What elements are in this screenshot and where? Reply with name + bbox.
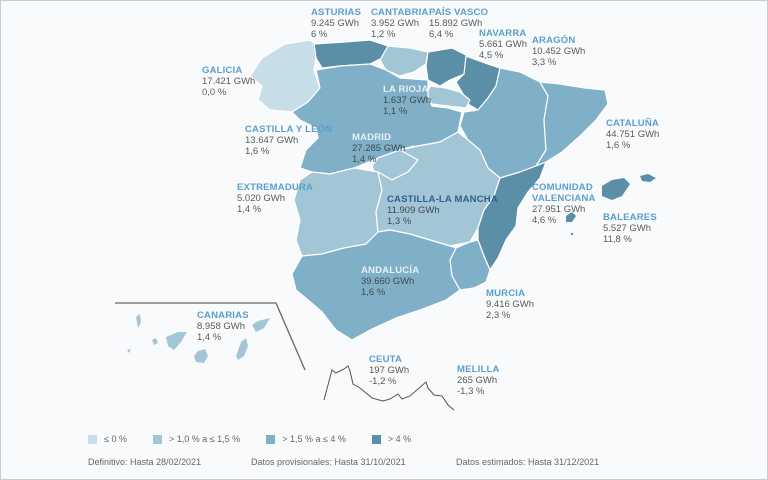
- legend-swatch-icon: [266, 434, 276, 444]
- label-castilla-la-mancha: CASTILLA-LA MANCHA 11.909 GWh 1,3 %: [387, 194, 498, 227]
- region-asturias[interactable]: [313, 39, 389, 69]
- region-andalucia[interactable]: [291, 229, 461, 341]
- footer-definitivo: Definitivo: Hasta 28/02/2021: [88, 457, 202, 467]
- label-melilla: MELILLA 265 GWh -1,3 %: [457, 364, 500, 397]
- legend-item-level3: > 1,5 % a ≤ 4 %: [266, 434, 346, 444]
- legend-swatch-icon: [371, 434, 381, 444]
- label-aragon: ARAGÓN 10.452 GWh 3,3 %: [532, 35, 586, 68]
- legend-item-level4: > 4 %: [371, 434, 411, 444]
- label-galicia: GALICIA 17.421 GWh 0,0 %: [202, 65, 256, 98]
- legend-item-level2: > 1,0 % a ≤ 1,5 %: [152, 434, 240, 444]
- legend-swatch-icon: [88, 434, 97, 444]
- label-extremadura: EXTREMADURA 5.020 GWh 1,4 %: [237, 182, 314, 215]
- label-comunidad-valenciana: COMUNIDAD VALENCIANA 27.951 GWh 4,6 %: [532, 182, 596, 226]
- label-canarias: CANARIAS 8.958 GWh 1,4 %: [197, 310, 249, 343]
- label-cantabria: CANTABRIA 3.952 GWh 1,2 %: [371, 7, 429, 40]
- region-cataluna[interactable]: [535, 81, 609, 167]
- legend-swatch-icon: [152, 434, 162, 444]
- label-cataluna: CATALUÑA 44.751 GWh 1,6 %: [606, 118, 660, 151]
- label-la-rioja: LA RIOJA 1.637 GWh 1,1 %: [383, 84, 432, 117]
- map-legend: ≤ 0 % > 1,0 % a ≤ 1,5 % > 1,5 % a ≤ 4 % …: [88, 434, 437, 444]
- label-asturias: ASTURIAS 9.245 GWh 6 %: [311, 7, 362, 40]
- legend-item-level1: ≤ 0 %: [88, 434, 127, 444]
- footer-estimados: Datos estimados: Hasta 31/12/2021: [456, 457, 600, 467]
- label-andalucia: ANDALUCÍA 39.660 GWh 1,6 %: [361, 265, 420, 298]
- label-navarra: NAVARRA 5.661 GWh 4,5 %: [479, 28, 528, 61]
- region-pais-vasco[interactable]: [425, 47, 469, 87]
- label-ceuta: CEUTA 197 GWh -1,2 %: [369, 354, 410, 387]
- footer-provisionales: Datos provisionales: Hasta 31/10/2021: [251, 457, 406, 467]
- label-baleares: BALEARES 5.527 GWh 11,8 %: [603, 212, 657, 245]
- label-pais-vasco: PAÍS VASCO 15.892 GWh 6,4 %: [429, 7, 489, 40]
- region-baleares[interactable]: [566, 174, 656, 236]
- canarias-inset-border: [115, 302, 306, 371]
- region-canarias[interactable]: [127, 314, 270, 363]
- region-castilla-la-mancha[interactable]: [375, 131, 501, 247]
- region-cantabria[interactable]: [379, 45, 429, 77]
- label-murcia: MURCIA 9.416 GWh 2,3 %: [486, 288, 535, 321]
- label-castilla-leon: CASTILLA Y LEÓN 13.647 GWh 1,6 %: [245, 124, 333, 157]
- africa-coastline: [323, 365, 455, 411]
- label-madrid: MADRID 27.285 GWh 1,4 %: [352, 132, 406, 165]
